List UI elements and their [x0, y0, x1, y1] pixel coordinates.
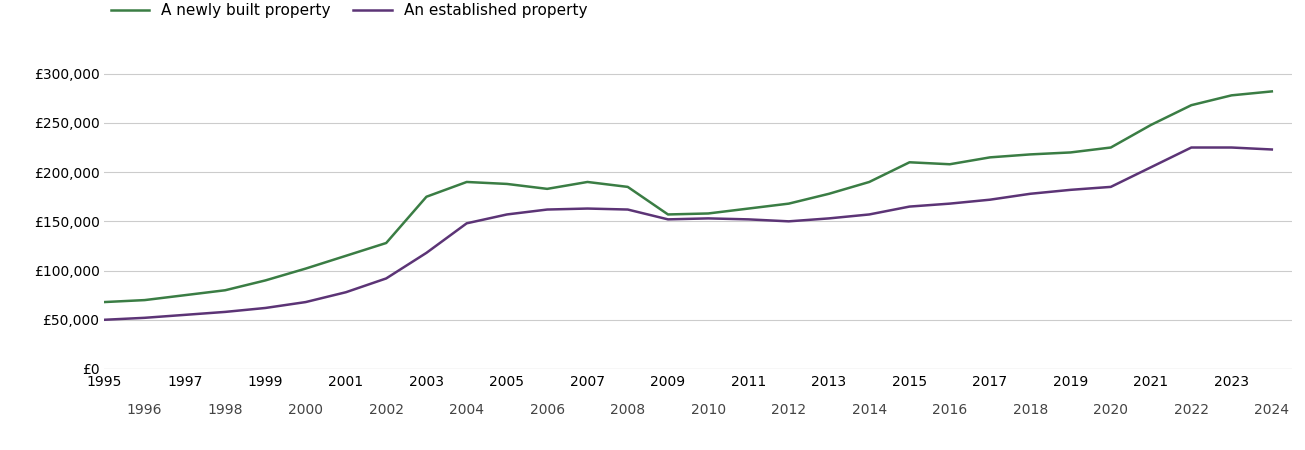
- An established property: [257, 305, 273, 310]
- Text: 2014: 2014: [852, 403, 887, 417]
- An established property: [1224, 145, 1240, 150]
- An established property: [137, 315, 153, 320]
- A newly built property: [257, 278, 273, 283]
- An established property: [821, 216, 837, 221]
- An established property: [298, 299, 313, 305]
- A newly built property: [459, 179, 475, 184]
- Text: 2000: 2000: [288, 403, 324, 417]
- An established property: [1062, 187, 1078, 193]
- A newly built property: [861, 179, 877, 184]
- Text: 2002: 2002: [369, 403, 403, 417]
- An established property: [902, 204, 917, 209]
- An established property: [942, 201, 958, 206]
- A newly built property: [338, 253, 354, 258]
- An established property: [741, 216, 757, 222]
- A newly built property: [942, 162, 958, 167]
- An established property: [780, 219, 796, 224]
- A newly built property: [419, 194, 435, 199]
- Text: 2024: 2024: [1254, 403, 1289, 417]
- An established property: [983, 197, 998, 202]
- A newly built property: [298, 266, 313, 271]
- An established property: [1143, 165, 1159, 170]
- An established property: [539, 207, 555, 212]
- Text: 2018: 2018: [1013, 403, 1048, 417]
- A newly built property: [1143, 122, 1159, 128]
- A newly built property: [499, 181, 514, 187]
- A newly built property: [660, 212, 676, 217]
- An established property: [459, 220, 475, 226]
- A newly built property: [741, 206, 757, 211]
- An established property: [660, 216, 676, 222]
- An established property: [1184, 145, 1199, 150]
- Line: A newly built property: A newly built property: [104, 91, 1272, 302]
- A newly built property: [983, 155, 998, 160]
- A newly built property: [539, 186, 555, 192]
- An established property: [177, 312, 193, 318]
- Text: 2022: 2022: [1173, 403, 1208, 417]
- An established property: [499, 212, 514, 217]
- A newly built property: [378, 240, 394, 246]
- A newly built property: [1022, 152, 1037, 157]
- Line: An established property: An established property: [104, 148, 1272, 320]
- An established property: [218, 309, 234, 315]
- An established property: [338, 289, 354, 295]
- A newly built property: [701, 211, 716, 216]
- A newly built property: [97, 299, 112, 305]
- An established property: [378, 276, 394, 281]
- Text: 2008: 2008: [611, 403, 645, 417]
- A newly built property: [1184, 103, 1199, 108]
- A newly built property: [1062, 150, 1078, 155]
- A newly built property: [177, 292, 193, 298]
- A newly built property: [137, 297, 153, 303]
- A newly built property: [579, 179, 595, 184]
- Text: 2010: 2010: [690, 403, 726, 417]
- An established property: [861, 212, 877, 217]
- Text: 2006: 2006: [530, 403, 565, 417]
- Text: 1998: 1998: [207, 403, 243, 417]
- A newly built property: [620, 184, 636, 189]
- A newly built property: [821, 191, 837, 197]
- A newly built property: [218, 288, 234, 293]
- Legend: A newly built property, An established property: A newly built property, An established p…: [104, 0, 594, 24]
- A newly built property: [780, 201, 796, 206]
- An established property: [1022, 191, 1037, 197]
- Text: 2012: 2012: [771, 403, 806, 417]
- A newly built property: [1224, 93, 1240, 98]
- Text: 2004: 2004: [449, 403, 484, 417]
- An established property: [579, 206, 595, 211]
- A newly built property: [902, 160, 917, 165]
- A newly built property: [1103, 145, 1118, 150]
- An established property: [701, 216, 716, 221]
- An established property: [1103, 184, 1118, 189]
- Text: 1996: 1996: [127, 403, 162, 417]
- An established property: [419, 250, 435, 256]
- A newly built property: [1265, 89, 1280, 94]
- An established property: [620, 207, 636, 212]
- An established property: [1265, 147, 1280, 152]
- An established property: [97, 317, 112, 323]
- Text: 2016: 2016: [932, 403, 967, 417]
- Text: 2020: 2020: [1094, 403, 1129, 417]
